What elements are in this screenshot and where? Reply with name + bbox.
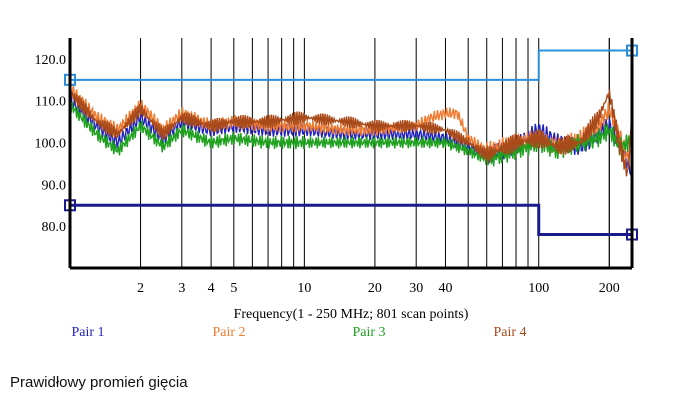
x-tick-label: 3 xyxy=(178,281,185,296)
x-tick-label: 2 xyxy=(137,281,144,296)
x-tick-label: 4 xyxy=(208,281,215,296)
limit-line-1 xyxy=(70,49,632,81)
y-tick-label: 90.0 xyxy=(42,178,67,193)
legend-item-4: Pair 4 xyxy=(493,325,526,340)
y-tick-label: 110.0 xyxy=(35,95,66,110)
x-tick-label: 200 xyxy=(599,281,620,296)
y-tick-label: 80.0 xyxy=(42,220,67,235)
x-tick-label: 5 xyxy=(230,281,237,296)
x-axis-label: Frequency(1 - 250 MHz; 801 scan points) xyxy=(234,307,469,322)
chart: 80.0 90.0 100.0 110.0 120.0 2 3 4 5 10 20 30 40 100 20… xyxy=(35,38,638,340)
series-line-4 xyxy=(69,89,633,177)
legend-item-3: Pair 3 xyxy=(352,325,385,340)
y-tick-label: 100.0 xyxy=(35,137,67,152)
x-tick-label: 10 xyxy=(297,281,311,296)
limit-line-2 xyxy=(70,203,632,237)
x-tick-label: 100 xyxy=(528,281,549,296)
legend-item-1: Pair 1 xyxy=(71,325,104,340)
series-line-1 xyxy=(69,95,633,176)
legend-item-2: Pair 2 xyxy=(212,325,245,340)
x-tick-label: 40 xyxy=(438,281,452,296)
y-tick-label: 120.0 xyxy=(35,53,67,68)
chart-caption: Prawidłowy promień gięcia xyxy=(10,374,188,391)
x-tick-label: 20 xyxy=(368,281,382,296)
x-tick-label: 30 xyxy=(409,281,423,296)
